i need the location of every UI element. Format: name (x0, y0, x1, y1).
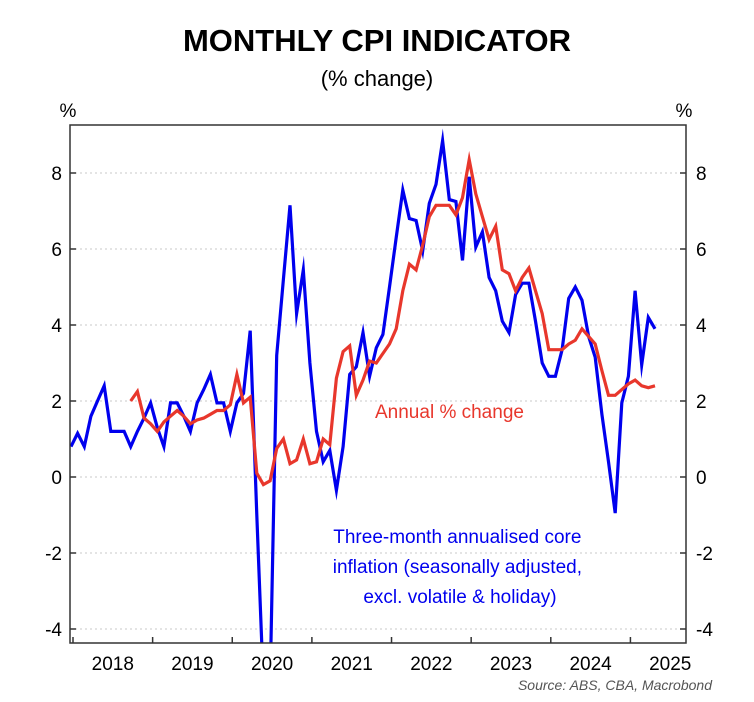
left-y-tick-label: 8 (51, 164, 62, 185)
left-axis-unit: % (60, 101, 77, 122)
left-y-tick-label: 4 (51, 316, 62, 337)
left-y-tick-label: -2 (45, 544, 62, 565)
source-note: Source: ABS, CBA, Macrobond (518, 677, 713, 693)
left-y-tick-label: -4 (45, 620, 62, 641)
annual-change-label: Annual % change (375, 402, 524, 423)
core-inflation-label-line3: excl. volatile & holiday) (363, 587, 556, 608)
plot-frame (69, 124, 687, 644)
left-y-axis: -4 -2 0 2 4 6 8 (45, 164, 76, 641)
right-y-tick-label: 4 (696, 316, 707, 337)
x-tick-label: 2021 (331, 654, 373, 675)
x-tick-label: 2023 (490, 654, 532, 675)
right-y-tick-label: -2 (696, 544, 713, 565)
x-tick-label: 2018 (92, 654, 134, 675)
right-y-tick-label: 6 (696, 240, 707, 261)
x-tick-label: 2024 (569, 654, 612, 675)
left-y-tick-label: 6 (51, 240, 62, 261)
right-y-tick-label: 0 (696, 468, 707, 489)
series-group (70, 128, 657, 643)
annual-change-line (129, 150, 656, 487)
right-axis-unit: % (676, 101, 693, 122)
right-y-tick-label: 8 (696, 164, 707, 185)
core-inflation-label-line1: Three-month annualised core (333, 527, 581, 548)
chart-subtitle: (% change) (321, 66, 434, 91)
core-inflation-label-line2: inflation (seasonally adjusted, (333, 557, 582, 578)
right-y-tick-label: 2 (696, 392, 707, 413)
x-tick-label: 2025 (649, 654, 691, 675)
x-tick-label: 2020 (251, 654, 293, 675)
right-y-tick-label: -4 (696, 620, 713, 641)
x-tick-label: 2019 (171, 654, 213, 675)
x-axis: 2018 2019 2020 2021 2022 2023 2024 2025 (72, 637, 691, 675)
right-y-axis: -4 -2 0 2 4 6 8 (680, 164, 713, 641)
left-y-tick-label: 2 (51, 392, 62, 413)
chart-title: MONTHLY CPI INDICATOR (183, 23, 571, 58)
x-tick-label: 2022 (410, 654, 452, 675)
annual-change-annotation: Annual % change (375, 402, 524, 423)
core-inflation-annotation: Three-month annualised core inflation (s… (333, 527, 588, 608)
left-y-tick-label: 0 (51, 468, 62, 489)
